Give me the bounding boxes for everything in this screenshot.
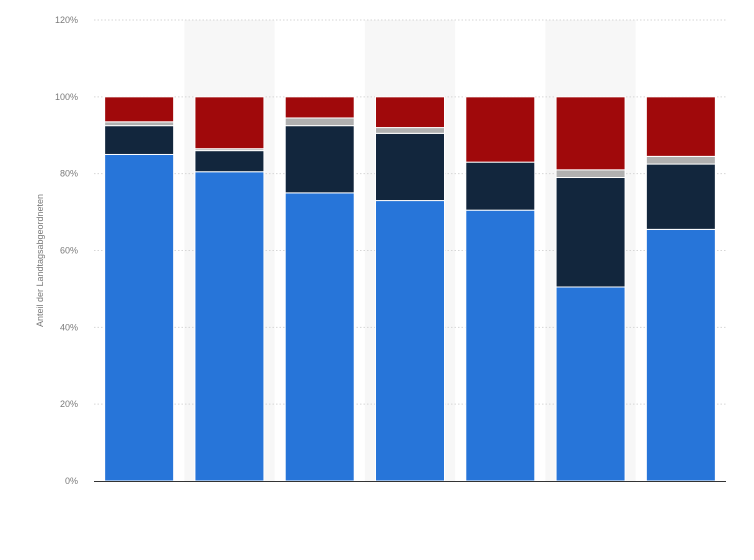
bar-segment[interactable]	[555, 177, 626, 288]
bar-segment[interactable]	[465, 161, 536, 211]
y-axis-title: Anteil der Landtagsabgeordneten	[35, 194, 45, 327]
bar-segment[interactable]	[465, 96, 536, 163]
y-tick-label: 20%	[60, 399, 78, 409]
bar-segment[interactable]	[284, 192, 355, 482]
bar-segment[interactable]	[645, 163, 716, 230]
bar-segment[interactable]	[284, 96, 355, 119]
bar-segment[interactable]	[194, 96, 265, 150]
y-tick-label: 40%	[60, 322, 78, 332]
y-axis-ticks: 0% 20% 40% 60% 80% 100% 120%	[55, 15, 78, 486]
bar-segment[interactable]	[555, 169, 626, 179]
bar-segment[interactable]	[555, 286, 626, 482]
bar-segment[interactable]	[645, 96, 716, 157]
bar-segment[interactable]	[104, 121, 175, 127]
bar-segment[interactable]	[375, 200, 445, 482]
bar-segment[interactable]	[375, 132, 445, 202]
bar-segment[interactable]	[645, 155, 716, 165]
bars	[104, 96, 716, 482]
y-tick-label: 60%	[60, 246, 78, 256]
bar-segment[interactable]	[194, 150, 265, 173]
bar-segment[interactable]	[284, 117, 355, 127]
bar-segment[interactable]	[194, 171, 265, 482]
bar-segment[interactable]	[104, 125, 175, 155]
bar-segment[interactable]	[104, 153, 175, 482]
bar-segment[interactable]	[375, 96, 445, 129]
bar-segment[interactable]	[465, 209, 536, 482]
y-tick-label: 80%	[60, 169, 78, 179]
y-tick-label: 0%	[65, 476, 78, 486]
bar-segment[interactable]	[104, 96, 175, 123]
bar-segment[interactable]	[645, 228, 716, 482]
y-tick-label: 120%	[55, 15, 78, 25]
y-tick-label: 100%	[55, 92, 78, 102]
bar-segment[interactable]	[284, 125, 355, 194]
bar-segment[interactable]	[555, 96, 626, 171]
bar-segment[interactable]	[375, 127, 445, 134]
